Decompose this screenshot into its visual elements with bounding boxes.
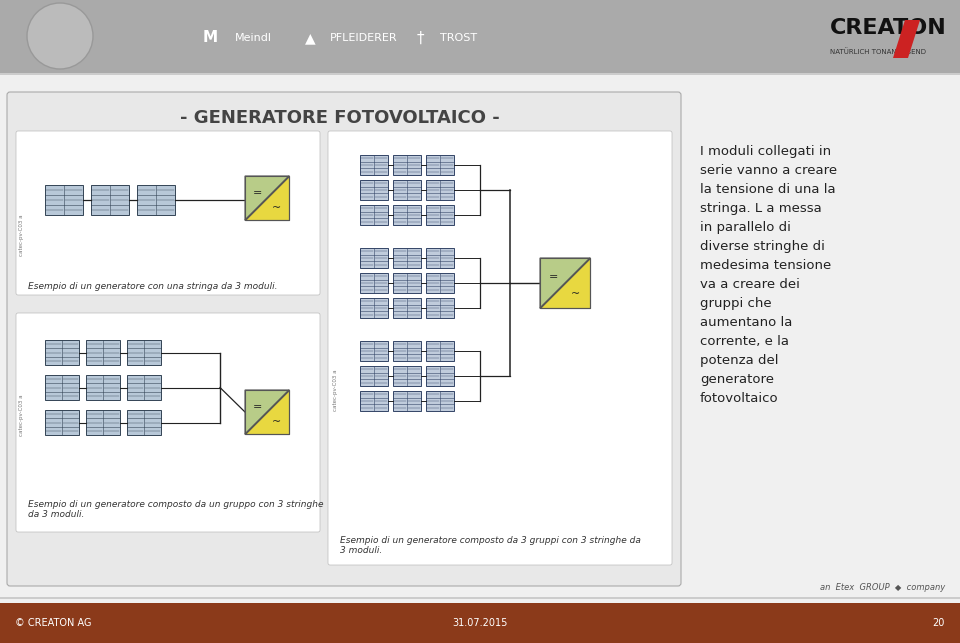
FancyBboxPatch shape bbox=[16, 131, 320, 295]
Text: Meindl: Meindl bbox=[235, 33, 272, 43]
Bar bbox=[45, 375, 79, 400]
Bar bbox=[426, 366, 454, 386]
Text: corrente, e la: corrente, e la bbox=[700, 335, 789, 348]
Text: diverse stringhe di: diverse stringhe di bbox=[700, 240, 825, 253]
Bar bbox=[393, 205, 421, 225]
Polygon shape bbox=[540, 258, 590, 308]
Text: © CREATON AG: © CREATON AG bbox=[15, 618, 91, 628]
Bar bbox=[393, 180, 421, 200]
Bar bbox=[86, 410, 120, 435]
Text: †: † bbox=[417, 30, 423, 46]
Text: I moduli collegati in: I moduli collegati in bbox=[700, 145, 831, 158]
Bar bbox=[426, 341, 454, 361]
Bar bbox=[393, 341, 421, 361]
Bar bbox=[426, 298, 454, 318]
Bar bbox=[45, 340, 79, 365]
Text: ▲: ▲ bbox=[304, 31, 315, 45]
Text: ~: ~ bbox=[571, 289, 581, 299]
Text: TROST: TROST bbox=[440, 33, 477, 43]
Text: =: = bbox=[549, 272, 559, 282]
Bar bbox=[0, 597, 960, 599]
Bar bbox=[360, 180, 388, 200]
Text: PFLEIDERER: PFLEIDERER bbox=[330, 33, 397, 43]
Bar bbox=[45, 185, 83, 215]
Text: Esempio di un generatore composto da un gruppo con 3 stringhe: Esempio di un generatore composto da un … bbox=[28, 500, 324, 509]
Text: =: = bbox=[252, 188, 262, 197]
Text: ~: ~ bbox=[272, 417, 281, 427]
Polygon shape bbox=[893, 20, 920, 58]
Text: - GENERATORE FOTOVOLTAICO -: - GENERATORE FOTOVOLTAICO - bbox=[180, 109, 500, 127]
Bar bbox=[360, 273, 388, 293]
Bar bbox=[393, 391, 421, 411]
Text: la tensione di una la: la tensione di una la bbox=[700, 183, 835, 196]
Bar bbox=[91, 185, 129, 215]
Polygon shape bbox=[245, 390, 289, 434]
Text: ~: ~ bbox=[272, 203, 281, 213]
Text: va a creare dei: va a creare dei bbox=[700, 278, 800, 291]
Text: CREATON: CREATON bbox=[830, 18, 947, 38]
Text: in parallelo di: in parallelo di bbox=[700, 221, 791, 234]
Bar bbox=[426, 155, 454, 175]
Text: catec-pv-C03 a: catec-pv-C03 a bbox=[332, 369, 338, 411]
Bar bbox=[426, 391, 454, 411]
FancyBboxPatch shape bbox=[328, 131, 672, 565]
Text: medesima tensione: medesima tensione bbox=[700, 259, 831, 272]
Bar bbox=[245, 176, 289, 220]
Text: da 3 moduli.: da 3 moduli. bbox=[28, 510, 84, 519]
Bar bbox=[127, 410, 161, 435]
Polygon shape bbox=[245, 390, 289, 434]
Text: M: M bbox=[203, 30, 218, 46]
FancyBboxPatch shape bbox=[16, 313, 320, 532]
Polygon shape bbox=[245, 176, 289, 220]
Bar bbox=[245, 390, 289, 434]
Bar bbox=[540, 258, 590, 308]
Text: 3 moduli.: 3 moduli. bbox=[340, 546, 382, 555]
Bar bbox=[86, 375, 120, 400]
Text: generatore: generatore bbox=[700, 373, 774, 386]
FancyBboxPatch shape bbox=[7, 92, 681, 586]
Text: Esempio di un generatore con una stringa da 3 moduli.: Esempio di un generatore con una stringa… bbox=[28, 282, 277, 291]
Text: NATÜRLICH TONANGEBEND: NATÜRLICH TONANGEBEND bbox=[830, 49, 926, 55]
Bar bbox=[426, 273, 454, 293]
Polygon shape bbox=[245, 176, 289, 220]
Text: catec-pv-C03 a: catec-pv-C03 a bbox=[19, 214, 25, 256]
Text: an  Etex  GROUP  ◆  company: an Etex GROUP ◆ company bbox=[820, 583, 945, 592]
Bar bbox=[360, 205, 388, 225]
Bar bbox=[393, 366, 421, 386]
Text: Esempio di un generatore composto da 3 gruppi con 3 stringhe da: Esempio di un generatore composto da 3 g… bbox=[340, 536, 641, 545]
Bar bbox=[360, 248, 388, 268]
Bar bbox=[426, 205, 454, 225]
Text: serie vanno a creare: serie vanno a creare bbox=[700, 164, 837, 177]
Bar bbox=[393, 248, 421, 268]
Bar bbox=[360, 155, 388, 175]
Text: aumentano la: aumentano la bbox=[700, 316, 792, 329]
Bar bbox=[393, 155, 421, 175]
Bar bbox=[86, 340, 120, 365]
Text: stringa. L a messa: stringa. L a messa bbox=[700, 202, 822, 215]
Bar bbox=[393, 273, 421, 293]
Bar bbox=[127, 375, 161, 400]
Bar bbox=[360, 366, 388, 386]
Text: =: = bbox=[252, 402, 262, 412]
Bar bbox=[360, 341, 388, 361]
Bar bbox=[0, 73, 960, 75]
Bar bbox=[360, 298, 388, 318]
Text: gruppi che: gruppi che bbox=[700, 297, 772, 310]
Text: potenza del: potenza del bbox=[700, 354, 779, 367]
Polygon shape bbox=[540, 258, 590, 308]
Bar bbox=[426, 248, 454, 268]
Text: catec-pv-C03 a: catec-pv-C03 a bbox=[19, 394, 25, 436]
Bar bbox=[360, 391, 388, 411]
Bar bbox=[45, 410, 79, 435]
Text: 31.07.2015: 31.07.2015 bbox=[452, 618, 508, 628]
Bar bbox=[0, 0, 960, 73]
Circle shape bbox=[27, 3, 93, 69]
Bar bbox=[0, 603, 960, 643]
Text: fotovoltaico: fotovoltaico bbox=[700, 392, 779, 405]
Bar bbox=[393, 298, 421, 318]
Bar bbox=[127, 340, 161, 365]
Bar bbox=[137, 185, 175, 215]
Text: 20: 20 bbox=[932, 618, 945, 628]
Bar bbox=[426, 180, 454, 200]
